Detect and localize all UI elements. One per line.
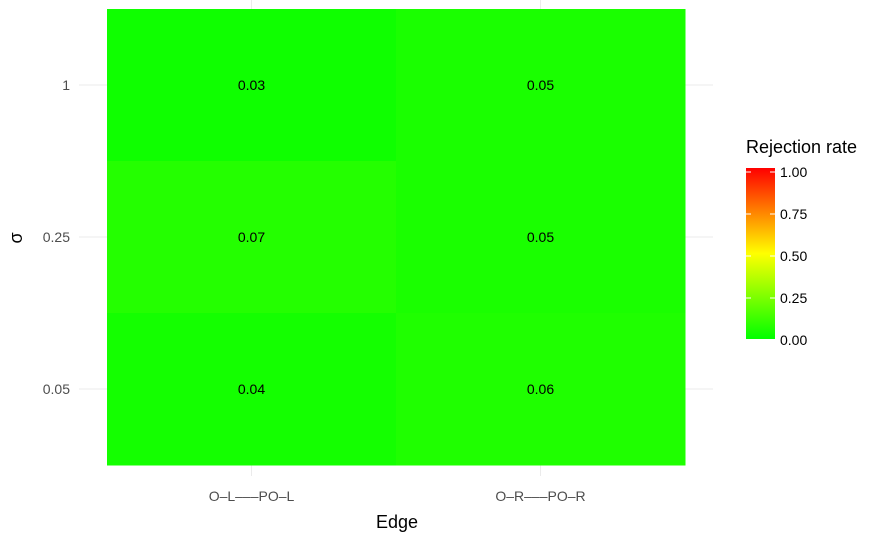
cell-value-label: 0.05 — [527, 77, 554, 93]
legend-tick-label: 0.50 — [780, 248, 807, 264]
legend-tick-label: 1.00 — [780, 164, 807, 180]
legend-tick-label: 0.25 — [780, 290, 807, 306]
cell-value-label: 0.06 — [527, 381, 554, 397]
legend-ticks: 1.00 0.75 0.50 0.25 0.00 — [746, 164, 807, 348]
x-axis-title: Edge — [376, 512, 418, 532]
cell-labels: 0.03 0.05 0.07 0.05 0.04 0.06 — [238, 77, 554, 397]
x-tick-label: O–L–––PO–L — [209, 488, 295, 504]
y-tick-label: 0.25 — [43, 229, 70, 245]
heatmap-cell — [107, 313, 397, 466]
heatmap-cell — [396, 161, 686, 314]
x-tick-label: O–R–––PO–R — [495, 488, 585, 504]
legend: Rejection rate 1.00 0.75 0.50 0.25 0.00 — [746, 137, 857, 348]
cell-value-label: 0.03 — [238, 77, 265, 93]
y-tick-label: 0.05 — [43, 381, 70, 397]
cell-value-label: 0.05 — [527, 229, 554, 245]
legend-title: Rejection rate — [746, 137, 857, 157]
legend-tick-label: 0.75 — [780, 206, 807, 222]
cell-value-label: 0.04 — [238, 381, 265, 397]
heatmap-cells — [107, 9, 686, 466]
y-tick-label: 1 — [62, 77, 70, 93]
heatmap-cell — [107, 9, 397, 162]
cell-value-label: 0.07 — [238, 229, 265, 245]
heatmap-cell — [396, 313, 686, 466]
x-axis-ticks: O–L–––PO–L O–R–––PO–R — [209, 488, 586, 504]
legend-tick-label: 0.00 — [780, 332, 807, 348]
y-axis-title: σ — [6, 232, 26, 243]
heatmap-cell — [107, 161, 397, 314]
y-axis-ticks: 0.05 0.25 1 — [43, 77, 70, 397]
legend-colorbar — [746, 168, 775, 339]
heatmap-cell — [396, 9, 686, 162]
